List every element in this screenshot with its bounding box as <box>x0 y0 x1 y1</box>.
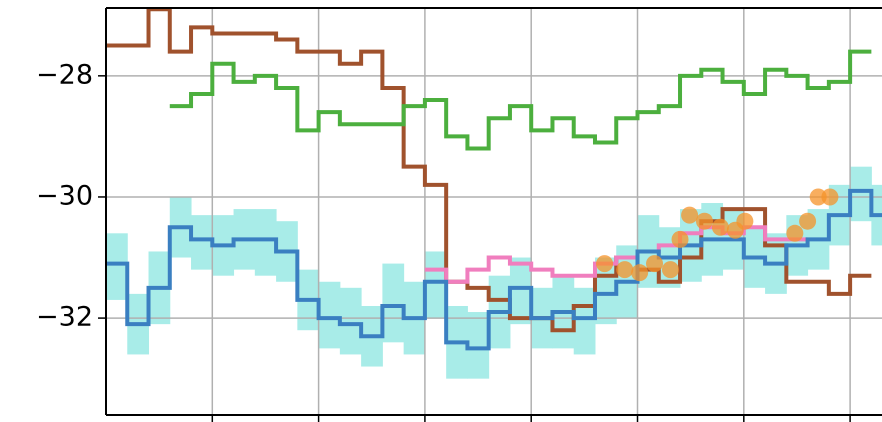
series-line <box>106 188 882 351</box>
series-line <box>169 49 872 151</box>
band-step <box>339 287 362 355</box>
band-step <box>467 312 490 379</box>
band-step <box>573 287 596 355</box>
scatter-point <box>711 218 729 236</box>
series-line <box>106 7 872 333</box>
band-step <box>191 215 213 270</box>
band-step <box>509 257 532 325</box>
band-step <box>382 263 405 343</box>
scatter-point <box>661 261 679 279</box>
scatter-point <box>695 212 713 230</box>
scatter-point <box>681 206 699 224</box>
band-step <box>850 166 872 222</box>
scatter-point <box>596 255 614 273</box>
y-tick-label: −32 <box>36 302 93 333</box>
band-step <box>106 233 128 300</box>
scatter-point <box>736 212 754 230</box>
band-step <box>424 251 447 319</box>
band-step <box>318 281 341 349</box>
y-tick-label: −28 <box>36 59 93 90</box>
scatter-point <box>616 261 634 279</box>
scatter-point <box>821 188 839 206</box>
scatter-point <box>809 188 827 206</box>
y-tick-label: −30 <box>36 180 93 211</box>
scatter-point <box>799 212 817 230</box>
band-step <box>254 209 277 276</box>
scatter-point <box>786 224 804 242</box>
scatter-point <box>646 255 664 273</box>
scatter-point <box>671 230 689 248</box>
scatter-point <box>631 264 649 282</box>
